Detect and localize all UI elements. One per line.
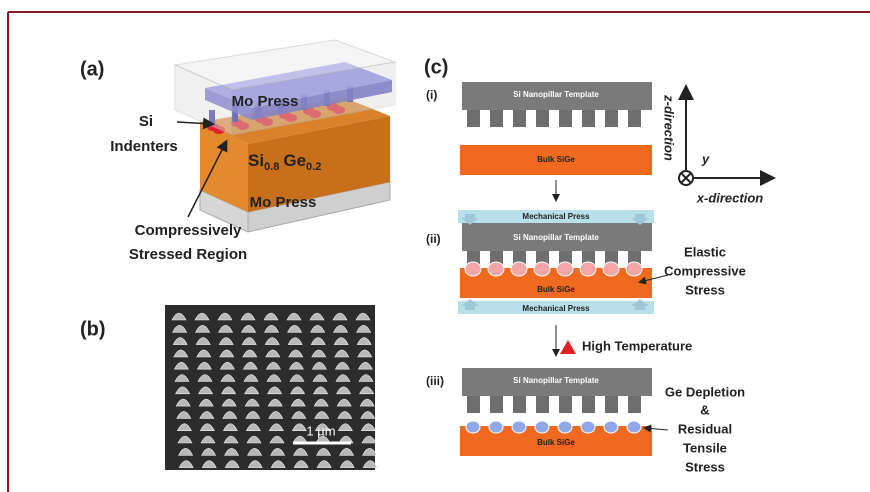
- template-label: Si Nanopillar Template: [513, 90, 599, 99]
- nanopillar: [536, 396, 549, 413]
- scale-bar-label: 1 µm: [306, 423, 335, 438]
- compressive-region: [603, 262, 619, 276]
- template-label: Si Nanopillar Template: [513, 376, 599, 385]
- nanopillar: [559, 110, 572, 127]
- nanopillar: [513, 396, 526, 413]
- nanopillar: [467, 110, 480, 127]
- annotation: Tensile: [683, 440, 727, 455]
- compressive-region: [626, 262, 642, 276]
- nanopillar: [628, 396, 641, 413]
- nanopillar: [605, 396, 618, 413]
- figure: (a) Mo Press Si Indenters Si0.8Ge0.2 Mo …: [0, 0, 870, 492]
- annotation: Residual: [678, 421, 732, 436]
- annotation: Elastic: [684, 244, 726, 259]
- nanopillar: [536, 110, 549, 127]
- compressive-region: [511, 262, 527, 276]
- compressive-region: [580, 262, 596, 276]
- substrate-label: Bulk SiGe: [537, 438, 575, 447]
- nanopillar: [605, 110, 618, 127]
- alloy-si: Si: [248, 151, 264, 170]
- compressive-region: [465, 262, 481, 276]
- heat-symbol: [560, 340, 576, 354]
- depletion-region: [535, 421, 549, 433]
- nanopillar: [559, 396, 572, 413]
- top-press-label: Mo Press: [232, 93, 299, 110]
- substrate-label: Bulk SiGe: [537, 285, 575, 294]
- step-label: (ii): [426, 232, 441, 246]
- compressive-region: [557, 262, 573, 276]
- template-label: Si Nanopillar Template: [513, 233, 599, 242]
- annotation: Stress: [685, 459, 725, 474]
- process-label: High Temperature: [582, 338, 692, 353]
- indenter-label: Indenters: [110, 138, 178, 155]
- region-label: Stressed Region: [129, 246, 247, 263]
- panel-label: (b): [80, 318, 106, 340]
- compressive-region: [534, 262, 550, 276]
- depletion-region: [627, 421, 641, 433]
- nanopillar: [628, 110, 641, 127]
- axis-label: x-direction: [696, 190, 764, 205]
- press-label: Mechanical Press: [522, 212, 590, 221]
- nanopillar: [490, 110, 503, 127]
- depletion-region: [466, 421, 480, 433]
- annotation: &: [700, 402, 709, 417]
- depletion-region: [558, 421, 572, 433]
- annotation: Compressive: [664, 263, 746, 278]
- alloy-si-sub: 0.8: [264, 161, 279, 173]
- nanopillar: [490, 396, 503, 413]
- nanopillar: [513, 110, 526, 127]
- depletion-region: [489, 421, 503, 433]
- nanopillar: [582, 110, 595, 127]
- region-label: Compressively: [135, 222, 242, 239]
- depletion-region: [581, 421, 595, 433]
- step-label: (iii): [426, 374, 444, 388]
- nanopillar: [467, 396, 480, 413]
- annotation: Stress: [685, 282, 725, 297]
- depletion-region: [604, 421, 618, 433]
- axis-label: z-direction: [662, 94, 677, 161]
- press-label: Mechanical Press: [522, 304, 590, 313]
- axis-label: y: [701, 151, 710, 166]
- depletion-region: [512, 421, 526, 433]
- nanopillar: [582, 396, 595, 413]
- indenter-label: Si: [139, 113, 153, 130]
- bottom-press-label: Mo Press: [250, 194, 317, 211]
- alloy-ge: Ge: [283, 151, 306, 170]
- compressive-region: [488, 262, 504, 276]
- annotation: Ge Depletion: [665, 384, 745, 399]
- step-label: (i): [426, 88, 437, 102]
- alloy-ge-sub: 0.2: [306, 161, 321, 173]
- substrate-label: Bulk SiGe: [537, 155, 575, 164]
- panel-label: (c): [424, 56, 448, 78]
- panel-label: (a): [80, 58, 104, 80]
